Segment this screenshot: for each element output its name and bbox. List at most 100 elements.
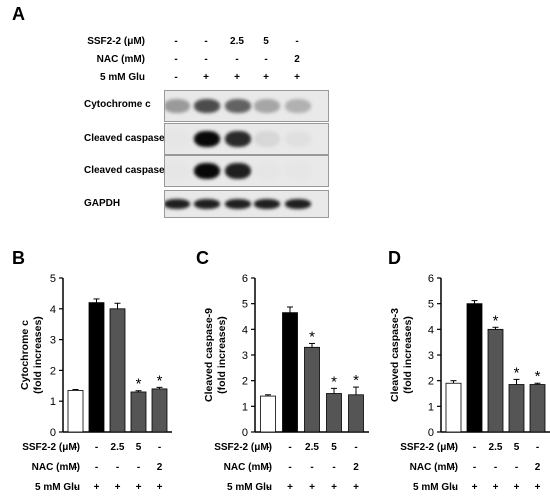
condition-value: - <box>74 462 77 473</box>
significance-mark: * <box>136 376 142 393</box>
condition-value: - <box>536 442 539 453</box>
blot-condition-value: - <box>174 72 178 83</box>
y-tick-label: 4 <box>242 324 248 336</box>
condition-value: 5 <box>136 442 142 453</box>
condition-value: + <box>472 482 478 493</box>
blot-cond-label-glu: 5 mM Glu <box>99 72 145 83</box>
bar <box>445 382 462 433</box>
significance-mark: * <box>514 364 520 381</box>
blot-condition-value: + <box>294 72 300 83</box>
condition-value: + <box>514 482 520 493</box>
condition-value: 2 <box>157 462 163 473</box>
y-tick-label: 0 <box>242 427 248 439</box>
condition-value: + <box>309 482 315 493</box>
significance-mark: * <box>309 328 315 345</box>
condition-label: 5 mM Glu <box>35 482 80 493</box>
y-tick-label: 6 <box>428 273 434 285</box>
condition-value: + <box>287 482 293 493</box>
condition-value: - <box>116 462 119 473</box>
blot-strip-gapdh <box>164 190 329 218</box>
condition-value: - <box>494 462 497 473</box>
bar <box>109 308 126 433</box>
blot-row-label-cytochrome: Cytochrome c <box>84 99 151 110</box>
condition-value: - <box>452 482 455 493</box>
y-tick-label: 6 <box>242 273 248 285</box>
condition-value: 5 <box>331 442 337 453</box>
significance-mark: * <box>331 373 337 390</box>
condition-value: - <box>452 442 455 453</box>
condition-value: - <box>95 442 98 453</box>
bar <box>67 390 84 433</box>
blot-condition-value: 2 <box>294 54 300 65</box>
y-axis-title: Cleaved caspase-3 <box>389 308 401 402</box>
blot-band <box>165 131 190 147</box>
condition-value: - <box>515 462 518 473</box>
bar-chart-cytochrome-c: 0 1 2 3 4 5 Cytochrome c (fold increases) * * SSF2… <box>19 273 172 493</box>
bar <box>466 303 483 433</box>
blot-band <box>225 199 251 209</box>
condition-value: - <box>310 462 313 473</box>
blot-band <box>254 199 280 209</box>
condition-label: NAC (mM) <box>32 462 80 473</box>
panel-letter-d: D <box>388 248 401 268</box>
bar <box>151 388 168 433</box>
condition-label: SSF2-2 (μM) <box>214 442 272 453</box>
condition-value: + <box>331 482 337 493</box>
blot-row-label-caspase9: Cleaved caspase-9 <box>84 133 174 144</box>
blot-band <box>165 163 190 179</box>
bar <box>130 391 147 433</box>
significance-mark: * <box>535 368 541 385</box>
bar <box>282 312 298 433</box>
blot-condition-value: - <box>204 54 208 65</box>
blot-strip-caspase3 <box>164 155 329 187</box>
blot-band <box>165 99 190 113</box>
condition-label: 5 mM Glu <box>413 482 458 493</box>
condition-value: + <box>493 482 499 493</box>
condition-value: - <box>473 442 476 453</box>
y-tick-label: 3 <box>50 335 56 347</box>
y-tick-label: 5 <box>428 299 434 311</box>
y-tick-label: 2 <box>428 376 434 388</box>
blot-condition-value: 2.5 <box>230 36 244 47</box>
blot-band <box>194 131 220 147</box>
condition-label: SSF2-2 (μM) <box>400 442 458 453</box>
blot-band <box>225 163 251 179</box>
panel-letter-a: A <box>12 4 25 24</box>
condition-value: - <box>288 462 291 473</box>
blot-condition-value: - <box>174 36 178 47</box>
bar-chart-cleaved-caspase-9: 0 1 2 3 4 5 6 Cleaved caspase-9 (fold increases)… <box>203 273 369 493</box>
condition-value: + <box>115 482 121 493</box>
y-tick-label: 1 <box>428 401 434 413</box>
y-tick-label: 5 <box>242 299 248 311</box>
blot-strip-caspase9 <box>164 123 329 155</box>
condition-value: - <box>288 442 291 453</box>
condition-value: 5 <box>514 442 520 453</box>
condition-value: - <box>354 442 357 453</box>
condition-value: - <box>473 462 476 473</box>
condition-label: NAC (mM) <box>224 462 272 473</box>
blot-condition-value: - <box>204 36 208 47</box>
y-axis-title: Cytochrome c <box>19 320 31 390</box>
blot-strip-cytochrome <box>164 90 329 122</box>
condition-label: SSF2-2 (μM) <box>22 442 80 453</box>
significance-mark: * <box>493 312 499 329</box>
condition-value: - <box>266 442 269 453</box>
condition-value: - <box>158 442 161 453</box>
bar <box>326 393 342 433</box>
condition-value: 2.5 <box>305 442 319 453</box>
condition-value: + <box>157 482 163 493</box>
y-tick-label: 2 <box>50 365 56 377</box>
y-tick-label: 5 <box>50 273 56 285</box>
blot-band <box>285 99 311 113</box>
condition-value: - <box>74 442 77 453</box>
condition-value: 2.5 <box>111 442 125 453</box>
condition-label: NAC (mM) <box>410 462 458 473</box>
bar <box>304 346 320 433</box>
condition-value: + <box>535 482 541 493</box>
y-tick-label: 1 <box>50 396 56 408</box>
panel-letter-c: C <box>196 248 209 268</box>
blot-band <box>254 163 280 179</box>
blot-condition-value: + <box>263 72 269 83</box>
blot-condition-value: - <box>264 54 268 65</box>
condition-value: 2.5 <box>489 442 503 453</box>
